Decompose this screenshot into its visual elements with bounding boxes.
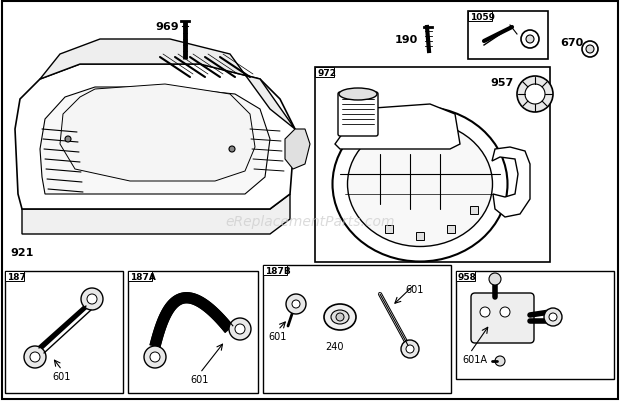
Circle shape <box>517 77 553 113</box>
Ellipse shape <box>339 89 377 101</box>
Text: 958: 958 <box>458 272 477 281</box>
Text: 972: 972 <box>317 69 336 78</box>
Bar <box>416 233 424 241</box>
Circle shape <box>235 324 245 334</box>
Circle shape <box>150 352 160 362</box>
Circle shape <box>500 307 510 317</box>
Text: 187A: 187A <box>130 272 156 281</box>
Ellipse shape <box>331 310 349 324</box>
Text: 601: 601 <box>53 371 71 381</box>
Circle shape <box>336 313 344 321</box>
Ellipse shape <box>347 122 492 247</box>
Text: 601A: 601A <box>462 354 487 364</box>
Circle shape <box>24 346 46 368</box>
Bar <box>470 207 477 215</box>
Bar <box>5 271 123 393</box>
Bar <box>263 265 287 275</box>
Text: 969: 969 <box>155 22 179 32</box>
Circle shape <box>292 300 300 308</box>
Text: eReplacementParts.com: eReplacementParts.com <box>225 215 395 229</box>
Bar <box>128 271 152 281</box>
Circle shape <box>525 85 545 105</box>
Bar <box>468 12 548 60</box>
Circle shape <box>81 288 103 310</box>
Circle shape <box>401 340 419 358</box>
Ellipse shape <box>324 304 356 330</box>
Polygon shape <box>492 148 530 217</box>
Ellipse shape <box>332 107 508 262</box>
FancyBboxPatch shape <box>338 93 378 137</box>
Polygon shape <box>40 88 270 194</box>
Bar <box>468 12 492 22</box>
Circle shape <box>521 31 539 49</box>
Circle shape <box>544 308 562 326</box>
Circle shape <box>480 307 490 317</box>
Circle shape <box>526 36 534 44</box>
Text: 187: 187 <box>7 272 26 281</box>
Bar <box>315 68 550 262</box>
Polygon shape <box>285 130 310 170</box>
Circle shape <box>406 345 414 353</box>
Circle shape <box>489 273 501 285</box>
Text: 187B: 187B <box>265 266 291 275</box>
Bar <box>385 225 393 233</box>
Circle shape <box>549 313 557 321</box>
Bar <box>315 68 334 78</box>
Polygon shape <box>150 293 233 347</box>
Bar <box>456 271 614 379</box>
Circle shape <box>286 294 306 314</box>
Bar <box>447 225 455 233</box>
Text: 601: 601 <box>191 374 209 384</box>
Bar <box>128 271 258 393</box>
Polygon shape <box>22 194 290 235</box>
Polygon shape <box>15 65 295 209</box>
Circle shape <box>30 352 40 362</box>
FancyBboxPatch shape <box>471 293 534 343</box>
Circle shape <box>144 346 166 368</box>
Text: 601: 601 <box>406 284 424 294</box>
Circle shape <box>65 137 71 143</box>
Circle shape <box>229 318 251 340</box>
Circle shape <box>229 147 235 153</box>
Text: 957: 957 <box>490 78 513 88</box>
Circle shape <box>582 42 598 58</box>
Text: 190: 190 <box>395 35 418 45</box>
Circle shape <box>87 294 97 304</box>
Text: 670: 670 <box>560 38 583 48</box>
Polygon shape <box>60 85 255 182</box>
Circle shape <box>586 46 594 54</box>
Bar <box>456 271 475 281</box>
Text: 921: 921 <box>10 247 33 257</box>
Text: 240: 240 <box>326 341 344 351</box>
Bar <box>263 265 451 393</box>
Text: 1059: 1059 <box>470 13 495 22</box>
Bar <box>5 271 24 281</box>
Polygon shape <box>40 40 295 130</box>
Polygon shape <box>335 105 460 150</box>
Circle shape <box>495 356 505 366</box>
Text: 601: 601 <box>269 331 287 341</box>
